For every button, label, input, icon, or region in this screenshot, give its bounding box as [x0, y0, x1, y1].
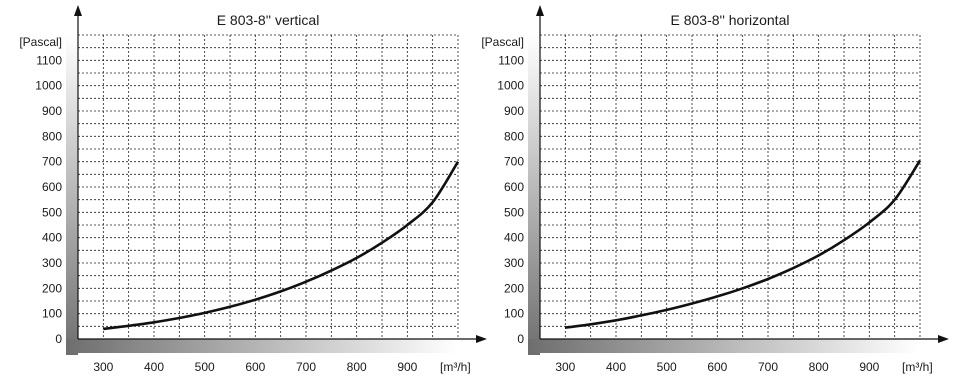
y-tick-label: 700: [42, 155, 62, 169]
y-tick-labels: 0 100 200 300 400 500 600 700 800 900 1000 1100: [497, 53, 524, 346]
y-tick-label: 800: [42, 129, 62, 143]
x-tick-label: 400: [606, 360, 626, 374]
x-tick-label: 800: [347, 360, 367, 374]
chart-panel-horizontal: E 803-8'' horizontal [Pascal] [m³/h] 0 10…: [481, 5, 949, 374]
y-tick-label: 300: [42, 256, 62, 270]
x-tick-label: 300: [93, 360, 113, 374]
y-tick-label: 1000: [497, 79, 524, 93]
series-line: [103, 161, 460, 331]
y-axis-label: [Pascal]: [19, 35, 62, 49]
y-tick-label: 0: [517, 332, 524, 346]
x-tick-labels: 300 400 500 600 700 800 900: [93, 360, 417, 374]
series-line: [565, 159, 922, 329]
y-axis-gradient-bar: [528, 35, 540, 355]
y-tick-label: 800: [504, 129, 524, 143]
y-tick-label: 700: [504, 155, 524, 169]
x-tick-label: 700: [758, 360, 778, 374]
x-tick-label: 600: [707, 360, 727, 374]
x-tick-label: 900: [859, 360, 879, 374]
y-tick-label: 1100: [498, 53, 524, 67]
y-tick-label: 100: [504, 307, 524, 321]
x-tick-labels: 300 400 500 600 700 800 900: [555, 360, 879, 374]
x-tick-label: 700: [296, 360, 316, 374]
y-axis-arrow-icon: [536, 5, 544, 16]
x-tick-label: 300: [555, 360, 575, 374]
y-tick-label: 100: [42, 307, 62, 321]
x-axis-arrow-icon: [476, 335, 487, 343]
y-axis-label: [Pascal]: [481, 35, 524, 49]
y-tick-label: 600: [504, 180, 524, 194]
y-tick-label: 200: [42, 281, 62, 295]
y-tick-label: 300: [504, 256, 524, 270]
y-tick-label: 500: [42, 205, 62, 219]
x-tick-label: 900: [397, 360, 417, 374]
y-tick-label: 900: [42, 104, 62, 118]
x-axis-label: [m³/h]: [440, 360, 471, 374]
y-tick-label: 500: [504, 205, 524, 219]
x-tick-label: 800: [809, 360, 829, 374]
x-axis-gradient-bar: [528, 339, 920, 353]
chart-panel-vertical: E 803-8'' vertical [Pascal] [m³/h] 0 100 2…: [19, 5, 487, 374]
y-tick-label: 900: [504, 104, 524, 118]
x-axis-gradient-bar: [66, 339, 458, 353]
x-tick-label: 500: [657, 360, 677, 374]
grid: [78, 34, 459, 339]
x-axis-label: [m³/h]: [902, 360, 933, 374]
y-tick-labels: 0 100 200 300 400 500 600 700 800 900 1000 1100: [35, 53, 62, 346]
y-tick-label: 1100: [36, 53, 62, 67]
x-axis-arrow-icon: [938, 335, 949, 343]
y-tick-label: 0: [55, 332, 62, 346]
grid: [540, 34, 921, 339]
y-axis-gradient-bar: [66, 35, 78, 355]
x-tick-label: 500: [195, 360, 215, 374]
x-tick-label: 600: [245, 360, 265, 374]
x-tick-label: 400: [144, 360, 164, 374]
y-tick-label: 400: [42, 231, 62, 245]
chart-title: E 803-8'' horizontal: [671, 12, 790, 28]
y-tick-label: 1000: [35, 79, 62, 93]
y-tick-label: 200: [504, 281, 524, 295]
chart-title: E 803-8'' vertical: [217, 12, 320, 28]
y-tick-label: 400: [504, 231, 524, 245]
y-axis-arrow-icon: [74, 5, 82, 16]
y-tick-label: 600: [42, 180, 62, 194]
